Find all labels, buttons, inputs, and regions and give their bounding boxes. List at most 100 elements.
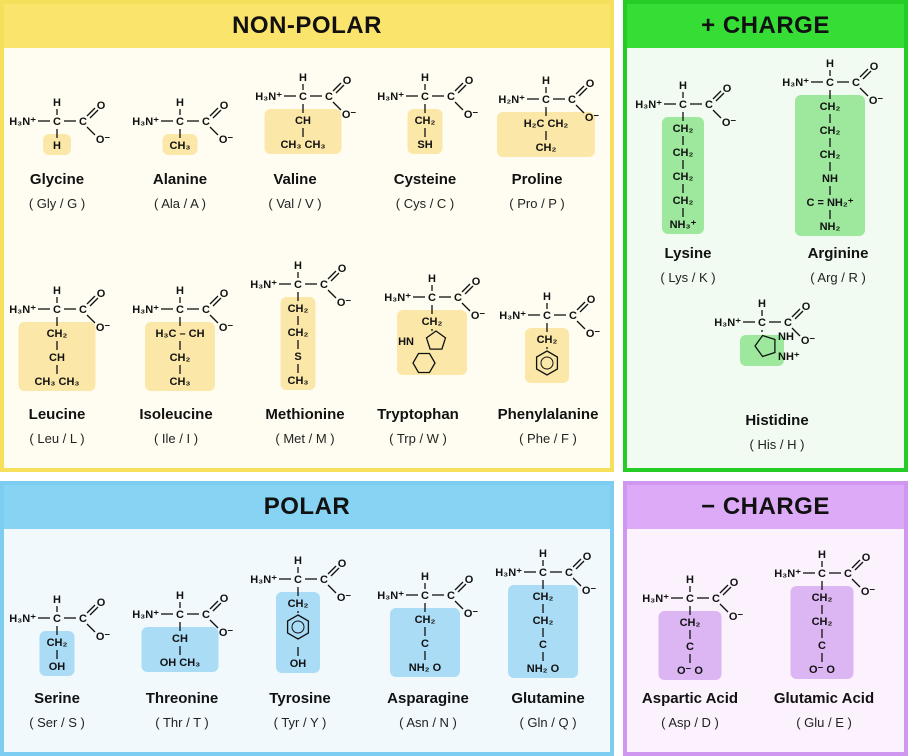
bond-line: [576, 320, 586, 330]
amino-group: H₃N⁺: [132, 304, 159, 316]
alpha-hydrogen: H: [421, 571, 429, 583]
amino-group: H₃N⁺: [132, 609, 159, 621]
bond-line: [712, 90, 722, 100]
carboxylate-oxygen: O⁻: [464, 608, 479, 620]
carboxylate-oxygen: O⁻: [337, 297, 352, 309]
side-chain-group: C: [421, 638, 429, 650]
carboxyl-carbon: C: [79, 304, 87, 316]
bond-line: [212, 109, 222, 119]
negative-charge-header: − CHARGE: [627, 485, 904, 529]
bond-line: [327, 584, 337, 594]
bond-line: [579, 303, 589, 313]
amino-group: H₃N⁺: [250, 279, 277, 291]
alpha-hydrogen: H: [294, 260, 302, 272]
carbonyl-oxygen: O: [587, 294, 596, 306]
bond-line: [209, 126, 219, 136]
side-chain-group: CH₂: [673, 123, 694, 135]
carbonyl-oxygen: O: [97, 597, 106, 609]
nonpolar-header: NON-POLAR: [4, 4, 610, 48]
alpha-carbon: C: [53, 116, 61, 128]
alpha-carbon: C: [421, 590, 429, 602]
amino-acid-abbreviation: ( Glu / E ): [796, 715, 852, 730]
side-chain-group: CH₂: [673, 195, 694, 207]
alpha-hydrogen: H: [176, 590, 184, 602]
side-chain-group: NH: [822, 173, 838, 185]
ring-nitrogen-label: NH⁺: [778, 351, 800, 363]
carbonyl-oxygen: O: [465, 75, 474, 87]
side-chain-group: S: [294, 351, 301, 363]
carboxyl-carbon: C: [79, 116, 87, 128]
side-chain-highlight: [662, 117, 704, 234]
amino-acid-abbreviation: ( Arg / R ): [810, 270, 866, 285]
amino-group: H₃N⁺: [132, 116, 159, 128]
bond-line: [209, 295, 219, 305]
amino-group: H₃N⁺: [782, 77, 809, 89]
carbonyl-oxygen: O: [97, 288, 106, 300]
alpha-carbon: C: [428, 292, 436, 304]
carbonyl-oxygen: O: [870, 61, 879, 73]
amino-acid-name: Isoleucine: [139, 406, 213, 423]
alpha-carbon: C: [294, 279, 302, 291]
amino-acid-abbreviation: ( Gly / G ): [28, 196, 86, 211]
side-chain-group: CH₂: [812, 616, 833, 628]
side-chain-highlight: [390, 608, 460, 677]
side-chain-group: NH₂ O: [527, 663, 560, 675]
ring-nitrogen-label: HN: [398, 336, 414, 348]
alpha-carbon: C: [176, 116, 184, 128]
amino-group: H₃N⁺: [499, 310, 526, 322]
bond-line: [461, 302, 471, 312]
bond-line: [854, 561, 864, 571]
carboxylate-oxygen: O⁻: [801, 335, 816, 347]
bond-line: [575, 104, 585, 114]
side-chain-group: CH: [295, 115, 311, 127]
carbonyl-oxygen: O: [472, 276, 481, 288]
bond-line: [332, 101, 342, 111]
amino-acid-name: Methionine: [265, 406, 345, 423]
amino-acid-name: Threonine: [145, 690, 219, 707]
carboxyl-carbon: C: [565, 567, 573, 579]
bond-line: [86, 314, 96, 324]
amino-acid-abbreviation: ( Ile / I ): [153, 431, 199, 446]
side-chain-group: CH₂: [820, 101, 841, 113]
carboxyl-carbon: C: [569, 310, 577, 322]
alpha-hydrogen: H: [421, 72, 429, 84]
carbonyl-oxygen: O: [343, 75, 352, 87]
amino-acid-abbreviation: ( Cys / C ): [395, 196, 455, 211]
alpha-hydrogen: H: [428, 273, 436, 285]
amino-acid-name: Glycine: [29, 171, 85, 188]
carboxyl-carbon: C: [320, 279, 328, 291]
carboxyl-carbon: C: [454, 292, 462, 304]
side-chain-group: CH₂: [170, 352, 191, 364]
amino-group: H₃N⁺: [9, 613, 36, 625]
benzene-ring: [412, 352, 436, 374]
side-chain-group: CH: [172, 633, 188, 645]
positive-charge-header: + CHARGE: [627, 4, 904, 48]
carboxylate-oxygen: O⁻: [722, 117, 737, 129]
amino-acid-name: Histidine: [745, 412, 809, 429]
bond-line: [859, 87, 869, 97]
carboxylate-oxygen: O⁻: [96, 134, 111, 146]
amino-group: H₃N⁺: [384, 292, 411, 304]
polar-header: POLAR: [4, 485, 610, 529]
amino-acid-name: Serine: [34, 690, 80, 707]
pyrrole-ring: [425, 330, 447, 350]
carboxylate-oxygen: O⁻: [471, 310, 486, 322]
side-chain-group: CH₂: [533, 591, 554, 603]
bond-line: [454, 82, 464, 92]
alpha-hydrogen: H: [176, 97, 184, 109]
amino-acid-abbreviation: ( Gln / Q ): [519, 715, 577, 730]
side-chain-group: CH₂: [47, 637, 68, 649]
bond-line: [851, 559, 861, 569]
alpha-hydrogen: H: [539, 548, 547, 560]
bond-line: [464, 285, 474, 295]
bond-line: [209, 107, 219, 117]
bond-line: [851, 578, 861, 588]
carboxyl-carbon: C: [568, 94, 576, 106]
carboxyl-carbon: C: [202, 116, 210, 128]
bond-line: [712, 109, 722, 119]
carboxyl-carbon: C: [79, 613, 87, 625]
alpha-carbon: C: [818, 568, 826, 580]
